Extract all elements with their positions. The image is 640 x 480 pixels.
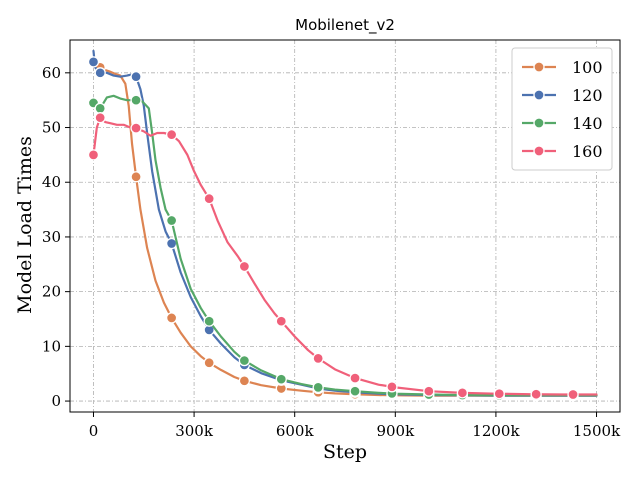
data-point: [312, 381, 324, 394]
data-point: [94, 67, 106, 79]
data-point: [130, 122, 142, 134]
legend-label: 160: [572, 142, 603, 161]
data-point: [203, 192, 215, 205]
legend-swatch-marker: [533, 61, 545, 73]
chart-title: Mobilenet_v2: [295, 16, 395, 35]
x-tick-label: 1200k: [472, 422, 520, 440]
data-point: [275, 315, 287, 327]
legend-item: 120: [522, 86, 603, 105]
legend-label: 120: [572, 86, 603, 105]
legend-label: 100: [572, 58, 603, 77]
series-160: [87, 112, 598, 401]
data-point: [312, 352, 324, 365]
series-line-160: [92, 116, 598, 396]
plot-area-frame: [69, 39, 621, 413]
legend: 100 120 140 160: [511, 47, 613, 171]
y-tick-label: 30: [42, 228, 61, 246]
data-point: [203, 357, 215, 369]
y-axis: 0 10 20 30 40 50 60: [42, 64, 70, 410]
data-point: [94, 102, 106, 115]
data-point: [165, 312, 178, 324]
x-axis: 0 300k 600k 900k 1200k 1500k: [89, 412, 621, 440]
legend-item: 160: [522, 142, 603, 161]
x-tick-label: 0: [89, 422, 99, 440]
legend-swatch-marker: [533, 117, 545, 129]
y-tick-label: 50: [42, 119, 61, 137]
data-point: [130, 71, 142, 83]
y-tick-label: 60: [42, 64, 61, 82]
series-layer: [87, 49, 598, 402]
x-axis-label: Step: [323, 441, 367, 463]
data-point: [238, 260, 251, 273]
y-axis-label: Model Load Times: [14, 136, 36, 314]
x-tick-label: 900k: [376, 422, 415, 440]
y-tick-label: 0: [51, 392, 61, 410]
data-point: [567, 388, 579, 401]
data-point: [130, 94, 142, 106]
data-point: [456, 387, 469, 399]
data-point: [87, 56, 100, 68]
legend-box: [511, 47, 613, 171]
x-tick-label: 300k: [175, 422, 214, 440]
legend-swatch-marker: [533, 89, 545, 101]
y-tick-label: 40: [42, 173, 61, 191]
data-point: [130, 171, 142, 183]
data-point: [493, 388, 505, 400]
data-point: [165, 214, 178, 227]
data-point: [349, 385, 361, 397]
data-point: [386, 381, 398, 393]
legend-swatch-marker: [533, 145, 545, 157]
data-point: [275, 373, 287, 385]
legend-label: 140: [572, 114, 603, 133]
data-point: [165, 128, 178, 141]
legend-item: 100: [522, 58, 603, 77]
data-point: [423, 385, 435, 397]
data-point: [94, 112, 106, 124]
legend-item: 140: [522, 114, 603, 133]
data-point: [238, 354, 251, 367]
data-point: [530, 388, 542, 400]
data-point: [87, 149, 100, 161]
y-tick-label: 20: [42, 283, 61, 301]
data-point: [203, 315, 215, 327]
x-tick-label: 600k: [276, 422, 315, 440]
data-point: [349, 372, 361, 384]
data-point: [238, 375, 251, 387]
x-tick-label: 1500k: [573, 422, 621, 440]
y-tick-label: 10: [42, 337, 61, 355]
